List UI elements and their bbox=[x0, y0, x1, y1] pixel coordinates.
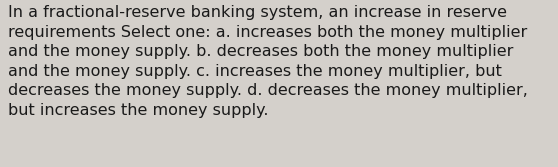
Text: In a fractional-reserve banking system, an increase in reserve
requirements Sele: In a fractional-reserve banking system, … bbox=[8, 5, 528, 118]
